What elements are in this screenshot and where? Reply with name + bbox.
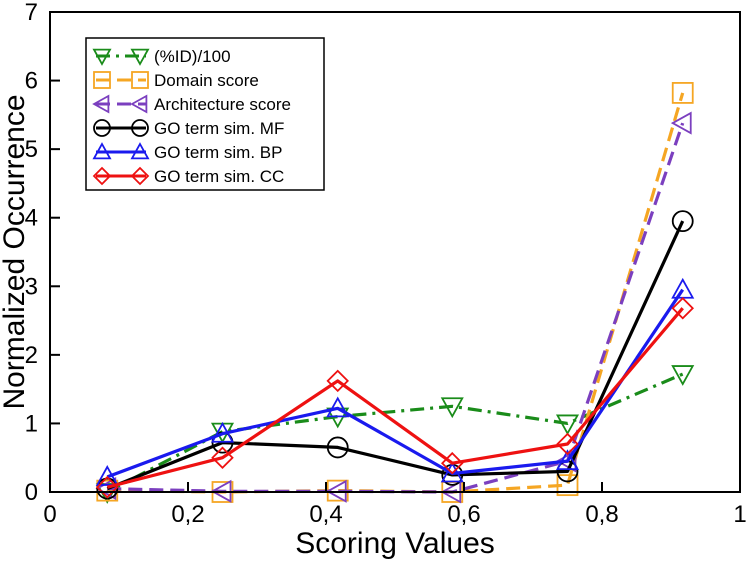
- legend-go-term-sim-bp-right-marker: [130, 142, 150, 160]
- data-point-domain-score-marker: [556, 474, 579, 497]
- legend-architecture-score-right-marker: [130, 94, 148, 114]
- y-tick-label: 4: [25, 205, 38, 232]
- legend-entry-go-term-sim-cc: GO term sim. CC: [92, 166, 284, 186]
- legend-label-id-100: (%ID)/100: [154, 47, 231, 66]
- series-line-go-term-sim-cc: [106, 307, 684, 489]
- data-point-architecture-score-marker: [555, 449, 577, 473]
- x-tick-label: 1: [733, 501, 746, 528]
- y-tick-label: 1: [25, 410, 38, 437]
- data-point-go-term-sim-mf-marker: [96, 477, 119, 500]
- legend: (%ID)/100 Domain score Architecture score G…: [85, 37, 325, 191]
- legend-domain-score-right-marker: [131, 71, 149, 89]
- legend-id-100-left-marker: [92, 48, 112, 66]
- legend-label-domain-score: Domain score: [154, 71, 259, 90]
- legend-domain-score-left-marker: [93, 71, 111, 89]
- data-point-id-100-marker: [671, 365, 695, 386]
- legend-go-term-sim-bp-left-marker: [92, 142, 112, 160]
- data-point-id-100-marker: [440, 397, 464, 419]
- series-id-100: [95, 365, 695, 504]
- legend-box: [85, 37, 325, 191]
- legend-entry-go-term-sim-mf: GO term sim. MF: [93, 119, 284, 138]
- data-point-go-term-sim-cc-marker: [440, 451, 464, 475]
- y-tick-label: 0: [25, 479, 38, 506]
- data-point-go-term-sim-cc-marker: [326, 369, 350, 393]
- y-tick-label: 3: [25, 273, 38, 300]
- legend-go-term-sim-cc-right-marker: [130, 166, 150, 186]
- x-tick-label: 0,8: [585, 501, 618, 528]
- y-tick-label: 2: [25, 342, 38, 369]
- data-point-go-term-sim-bp-marker: [326, 396, 350, 418]
- legend-label-go-term-sim-bp: GO term sim. BP: [154, 143, 282, 162]
- legend-entry-id-100: (%ID)/100: [92, 47, 231, 66]
- legend-go-term-sim-mf-left-marker: [93, 119, 111, 137]
- data-point-id-100-marker: [555, 414, 580, 436]
- legend-label-go-term-sim-mf: GO term sim. MF: [154, 119, 284, 138]
- series-layer: [95, 82, 695, 504]
- data-point-go-term-sim-bp-marker: [95, 465, 119, 486]
- legend-entry-architecture-score: Architecture score: [92, 94, 291, 114]
- data-point-go-term-sim-mf-marker: [326, 436, 349, 459]
- data-point-architecture-score-marker: [670, 111, 692, 135]
- plot-frame: [49, 11, 741, 493]
- data-point-go-term-sim-cc-marker: [95, 475, 119, 499]
- legend-go-term-sim-cc-left-marker: [92, 166, 112, 186]
- y-tick-label: 7: [25, 0, 38, 26]
- y-tick-label: 6: [25, 68, 38, 95]
- legend-entry-domain-score: Domain score: [93, 71, 259, 90]
- series-go-term-sim-bp: [95, 277, 695, 486]
- data-point-go-term-sim-cc-marker: [671, 296, 695, 320]
- legend-entry-go-term-sim-bp: GO term sim. BP: [92, 142, 282, 162]
- legend-id-100-right-marker: [130, 48, 150, 66]
- data-point-go-term-sim-mf-marker: [671, 210, 694, 233]
- legend-label-go-term-sim-cc: GO term sim. CC: [154, 167, 284, 186]
- y-axis-title: Normalized Occurrence: [0, 94, 31, 409]
- data-point-go-term-sim-bp-marker: [555, 449, 580, 471]
- x-axis-title: Scoring Values: [295, 527, 495, 560]
- series-line-architecture-score: [107, 122, 685, 494]
- series-line-go-term-sim-bp: [106, 288, 685, 479]
- data-point-go-term-sim-cc-marker: [211, 446, 234, 469]
- data-point-go-term-sim-bp-marker: [210, 421, 235, 443]
- legend-architecture-score-left-marker: [92, 94, 110, 114]
- x-tick-label: 0,2: [171, 501, 204, 528]
- data-point-go-term-sim-bp-marker: [671, 277, 695, 299]
- legend-go-term-sim-mf-right-marker: [131, 119, 149, 137]
- data-point-go-term-sim-bp-marker: [440, 461, 464, 483]
- data-point-go-term-sim-cc-marker: [556, 432, 579, 456]
- x-tick-label: 0: [43, 501, 56, 528]
- x-tick-label: 0,4: [309, 501, 342, 528]
- series-go-term-sim-cc: [95, 296, 695, 499]
- legend-label-architecture-score: Architecture score: [154, 95, 291, 114]
- y-tick-label: 5: [25, 136, 38, 163]
- tick-layer: 0 0,2 0,4 0,6 0,8 1 0 1 2 3 4 5 6 7: [25, 0, 747, 528]
- data-point-domain-score-marker: [671, 82, 694, 104]
- x-tick-label: 0,6: [447, 501, 480, 528]
